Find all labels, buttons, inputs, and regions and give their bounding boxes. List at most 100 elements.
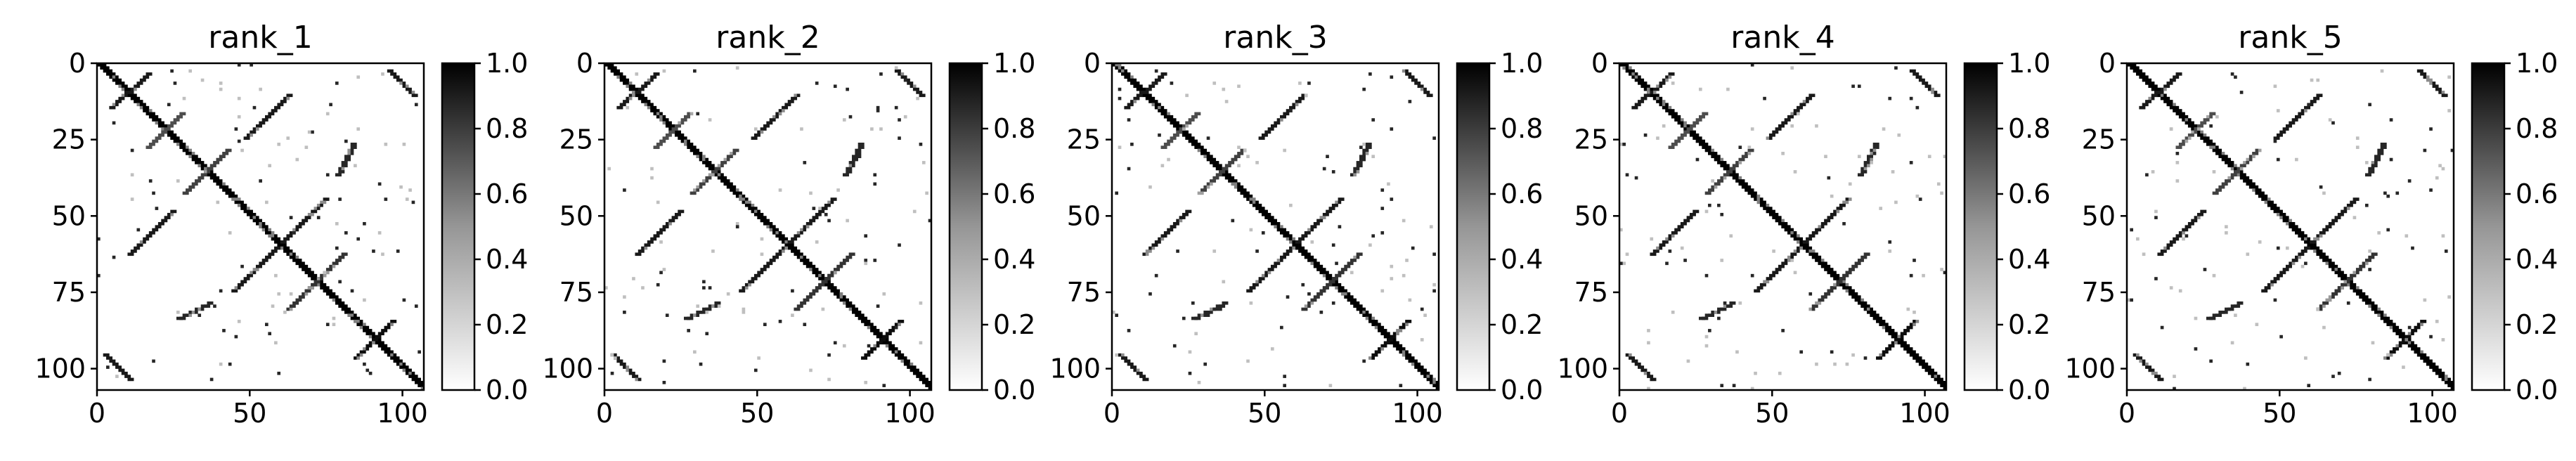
- colorbar-tick-label: 0.4: [1501, 244, 1543, 275]
- heatmap-cell: [2187, 121, 2192, 125]
- heatmap-cell: [1353, 298, 1357, 302]
- heatmap-cell: [1118, 63, 1122, 67]
- heatmap-cell: [234, 286, 238, 290]
- heatmap-cell: [1136, 371, 1140, 375]
- heatmap-cell: [653, 145, 657, 149]
- heatmap-cell: [316, 203, 321, 207]
- heatmap-cell: [2368, 249, 2371, 253]
- heatmap-cell: [2393, 323, 2396, 327]
- heatmap-cell: [873, 332, 877, 336]
- heatmap-cell: [1704, 191, 1709, 195]
- heatmap-cell: [1206, 182, 1210, 186]
- heatmap-cell: [1940, 384, 1943, 387]
- heatmap-cell: [1307, 228, 1311, 232]
- heatmap-cell: [1328, 209, 1333, 214]
- heatmap-cell: [1172, 136, 1177, 140]
- heatmap-cell: [1750, 63, 1754, 67]
- heatmap-cell: [2209, 316, 2213, 320]
- heatmap-cell: [148, 109, 153, 112]
- heatmap-cell: [2374, 304, 2378, 308]
- heatmap-cell: [1848, 197, 1852, 201]
- heatmap-cell: [1827, 268, 1831, 271]
- heatmap-cell: [1695, 209, 1700, 214]
- heatmap-cell: [1212, 164, 1217, 168]
- heatmap-cell: [919, 301, 923, 305]
- heatmap-cell: [726, 292, 730, 296]
- heatmap-cell: [1127, 75, 1131, 79]
- heatmap-cell: [1665, 109, 1669, 112]
- heatmap-cell: [2325, 225, 2329, 228]
- heatmap-cell: [274, 105, 278, 110]
- heatmap-cell: [2438, 91, 2442, 94]
- heatmap-cell: [2447, 384, 2451, 387]
- heatmap-cell: [1215, 161, 1219, 164]
- heatmap-cell: [2304, 249, 2308, 253]
- heatmap-cell: [782, 237, 785, 241]
- heatmap-cell: [1283, 112, 1287, 116]
- heatmap-cell: [711, 167, 715, 171]
- heatmap-cell: [1392, 338, 1397, 342]
- heatmap-cell: [784, 103, 789, 107]
- heatmap-cell: [656, 72, 660, 76]
- heatmap-cell: [616, 72, 621, 76]
- heatmap-cell: [2136, 69, 2140, 73]
- heatmap-cell: [1319, 268, 1323, 271]
- heatmap-cell: [1115, 353, 1118, 357]
- heatmap-cell: [659, 115, 663, 119]
- heatmap-cell: [347, 313, 351, 318]
- heatmap-cell: [818, 283, 822, 287]
- heatmap-cell: [1338, 286, 1342, 290]
- heatmap-cell: [2316, 234, 2320, 238]
- heatmap-cell: [687, 329, 690, 332]
- heatmap-cell: [753, 212, 758, 216]
- heatmap-cell: [338, 280, 342, 284]
- heatmap-cell: [1888, 332, 1892, 336]
- heatmap-cell: [130, 197, 134, 201]
- heatmap-cell: [2374, 155, 2378, 159]
- heatmap-cell: [1638, 365, 1641, 369]
- heatmap-cell: [1662, 124, 1666, 128]
- heatmap-cell: [687, 139, 690, 143]
- heatmap-cell: [1754, 289, 1757, 293]
- heatmap-cell: [1723, 167, 1727, 171]
- heatmap-cell: [274, 246, 278, 250]
- heatmap-cell: [2316, 237, 2320, 241]
- heatmap-cell: [916, 87, 919, 91]
- heatmap-cell: [1185, 124, 1189, 128]
- heatmap-cell: [2194, 347, 2198, 351]
- heatmap-cell: [1365, 145, 1369, 149]
- heatmap-cell: [1680, 221, 1684, 226]
- heatmap-cell: [2352, 289, 2357, 293]
- heatmap-cell: [228, 188, 232, 192]
- heatmap-cell: [1763, 203, 1766, 207]
- heatmap-cell: [2383, 191, 2387, 195]
- heatmap-frame: [1618, 62, 1948, 391]
- heatmap-cell: [1903, 344, 1907, 348]
- heatmap-cell: [1912, 356, 1916, 360]
- heatmap-cell: [796, 304, 801, 308]
- heatmap-cell: [2246, 179, 2250, 183]
- heatmap-cell: [1818, 228, 1822, 232]
- heatmap-cell: [1900, 335, 1904, 339]
- heatmap-cell: [259, 87, 262, 91]
- heatmap-cell: [2237, 304, 2241, 308]
- heatmap-cell: [1711, 148, 1715, 152]
- heatmap-cell: [1307, 259, 1311, 262]
- heatmap-cell: [1806, 240, 1809, 244]
- heatmap-cell: [316, 280, 321, 284]
- heatmap-cell: [2166, 243, 2170, 247]
- heatmap-cell: [167, 103, 171, 107]
- heatmap-cell: [2212, 112, 2216, 116]
- heatmap-cell: [354, 145, 357, 149]
- heatmap-cell: [372, 338, 375, 342]
- heatmap-cell: [730, 185, 733, 189]
- heatmap-cell: [687, 142, 690, 146]
- heatmap-cell: [261, 225, 266, 228]
- heatmap-cell: [864, 261, 868, 266]
- heatmap-cell: [898, 356, 901, 360]
- heatmap-cell: [1292, 103, 1296, 107]
- heatmap-cell: [143, 75, 146, 79]
- heatmap-cell: [2132, 66, 2137, 70]
- heatmap-cell: [2359, 289, 2362, 293]
- heatmap-cell: [2380, 152, 2384, 155]
